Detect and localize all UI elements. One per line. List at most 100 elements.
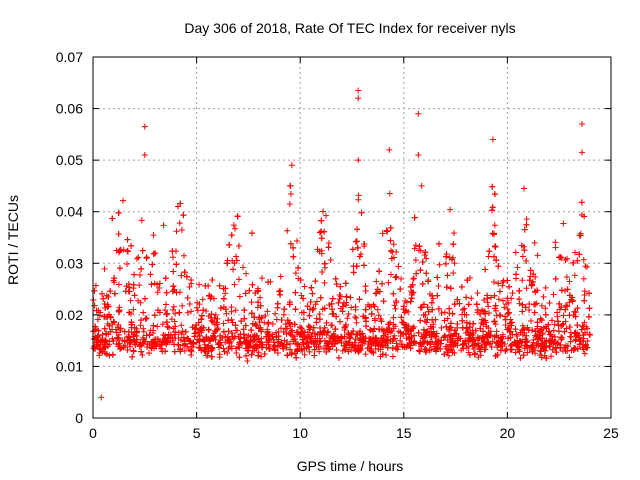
data-point [521, 247, 528, 254]
data-point [275, 333, 282, 340]
data-point [193, 322, 200, 329]
data-point [564, 286, 571, 293]
data-point [135, 254, 142, 261]
data-point [170, 303, 177, 310]
data-point [471, 350, 478, 357]
data-point [355, 157, 362, 164]
data-point [312, 301, 319, 308]
data-point [438, 337, 445, 344]
data-point [485, 253, 492, 260]
data-point [266, 345, 273, 352]
data-point [163, 319, 170, 326]
data-point [345, 339, 352, 346]
data-point [407, 283, 414, 290]
data-point [256, 314, 263, 321]
data-point [504, 277, 511, 284]
x-tick-label: 20 [500, 425, 516, 441]
data-point [554, 318, 561, 325]
data-point [331, 335, 338, 342]
data-point [255, 352, 262, 359]
data-point [422, 331, 429, 338]
data-point [174, 203, 181, 210]
data-point [423, 255, 430, 262]
data-point [292, 270, 299, 277]
data-point [222, 285, 229, 292]
data-point [323, 212, 330, 219]
data-point [96, 312, 103, 319]
data-point [304, 339, 311, 346]
data-point [318, 228, 325, 235]
data-point [300, 295, 307, 302]
data-point [378, 318, 385, 325]
data-point [176, 309, 183, 316]
data-point [463, 294, 470, 301]
data-point [156, 309, 163, 316]
data-point [387, 338, 394, 345]
data-point [502, 313, 508, 320]
data-point [177, 345, 184, 352]
data-point [504, 295, 511, 302]
data-point [450, 230, 457, 237]
data-point [371, 317, 378, 324]
data-point [124, 236, 131, 243]
data-point [378, 326, 385, 333]
data-point [567, 338, 574, 345]
data-point [492, 243, 499, 250]
data-point [459, 311, 466, 318]
data-point [392, 274, 399, 281]
data-point [300, 341, 307, 348]
data-point [165, 331, 172, 338]
data-point [520, 352, 527, 359]
data-point [382, 339, 389, 346]
data-point [530, 271, 537, 278]
data-point [107, 288, 114, 295]
data-point [466, 351, 473, 358]
data-point [131, 338, 138, 345]
data-point [506, 283, 513, 290]
data-point [136, 282, 143, 289]
data-point [348, 330, 355, 337]
data-point [120, 197, 127, 204]
data-point [277, 273, 284, 280]
data-point [129, 353, 136, 360]
data-point [321, 260, 328, 267]
data-point [503, 301, 510, 308]
data-point [188, 340, 195, 347]
data-point [170, 268, 177, 275]
data-point [521, 226, 528, 233]
data-point [552, 239, 559, 246]
data-point [523, 221, 530, 228]
data-point [313, 319, 320, 326]
data-point [252, 290, 259, 297]
data-point [482, 266, 489, 273]
y-tick-label: 0.05 [56, 152, 83, 168]
data-point [196, 281, 203, 288]
data-point [162, 334, 169, 341]
data-point [558, 254, 565, 261]
data-point [116, 307, 123, 314]
data-point [412, 242, 419, 249]
data-point [288, 328, 295, 335]
data-point [291, 321, 298, 328]
data-point [346, 335, 353, 342]
grid-lines [93, 57, 611, 418]
data-point [446, 332, 453, 339]
data-point [113, 247, 120, 254]
data-point [193, 304, 200, 311]
data-point [126, 288, 133, 295]
data-point [477, 325, 484, 332]
data-point [363, 318, 370, 325]
data-point [512, 326, 519, 333]
data-point [231, 260, 238, 267]
data-point [538, 326, 545, 333]
data-point [242, 345, 249, 352]
data-point [171, 318, 178, 325]
data-point [497, 334, 504, 341]
data-point [255, 299, 262, 306]
data-point [290, 253, 297, 260]
y-tick-label: 0.07 [56, 49, 83, 65]
data-point [387, 224, 394, 231]
data-point [403, 299, 410, 306]
data-point [163, 301, 170, 308]
data-point [152, 250, 159, 257]
